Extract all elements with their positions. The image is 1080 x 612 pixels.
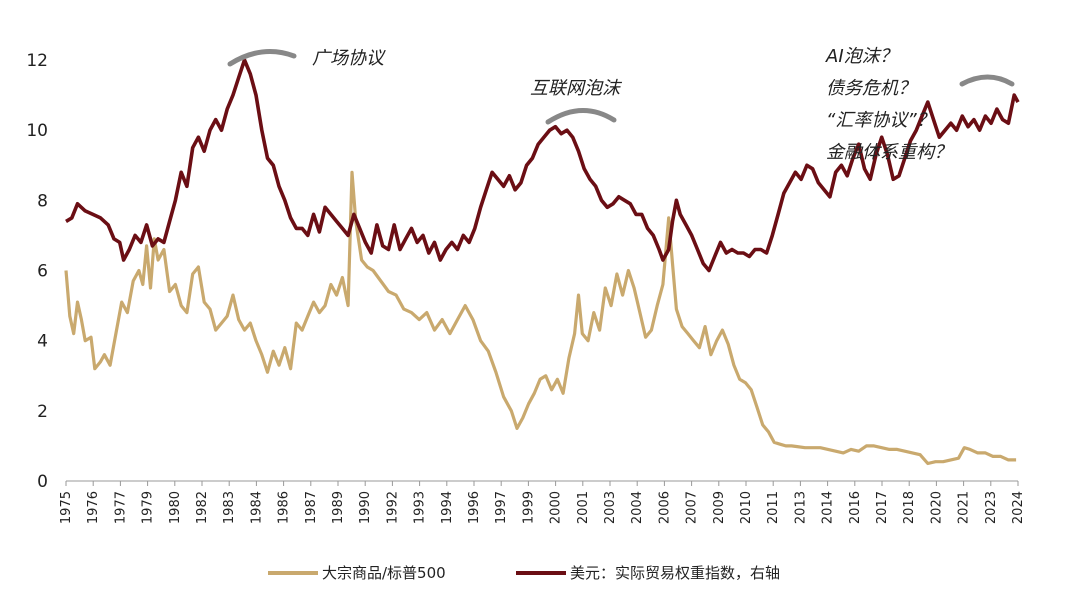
legend-label-usd: 美元：实际贸易权重指数，右轴	[570, 564, 780, 582]
y-tick-label: 6	[37, 262, 48, 282]
x-tick-label: 2021	[957, 491, 972, 524]
annotation-financial-reconstruction: 金融体系重构？	[826, 142, 952, 163]
x-tick-label: 2003	[603, 491, 618, 524]
x-tick-label: 1982	[195, 491, 210, 524]
x-tick-label: 1980	[168, 491, 183, 524]
peak-arc-plaza-accord	[227, 49, 297, 67]
y-tick-label: 10	[26, 121, 48, 141]
legend-label-commodities: 大宗商品/标普500	[322, 564, 446, 582]
x-tick-label: 1975	[59, 491, 74, 524]
x-tick-label: 2001	[576, 491, 591, 524]
x-tick-label: 1987	[304, 491, 319, 524]
x-tick-label: 2000	[549, 491, 564, 524]
y-tick-label: 4	[37, 332, 48, 352]
annotation-plaza-accord: 广场协议	[312, 48, 386, 69]
x-tick-label: 2023	[984, 491, 999, 524]
annotation-dotcom: 互联网泡沫	[530, 78, 623, 99]
x-tick-label: 2016	[848, 491, 863, 524]
y-axis-ticks: 0 2 4 6 8 10 12	[26, 51, 48, 492]
y-tick-label: 12	[26, 51, 48, 71]
x-tick-label: 2011	[766, 491, 781, 524]
x-tick-label: 1983	[222, 491, 237, 524]
peak-arc-dotcom	[545, 108, 617, 125]
x-tick-label: 1993	[413, 491, 428, 524]
x-tick-label: 1986	[277, 491, 292, 524]
y-tick-label: 8	[37, 191, 48, 211]
x-tick-label: 2007	[685, 491, 700, 524]
y-tick-label: 2	[37, 402, 48, 422]
annotation-ai-bubble: AI泡沫？	[825, 46, 898, 67]
annotation-debt-crisis: 债务危机？	[826, 78, 916, 99]
x-tick-label: 2004	[630, 491, 645, 524]
x-tick-label: 1977	[113, 491, 128, 524]
x-tick-label: 1989	[331, 491, 346, 524]
annotations: 广场协议 互联网泡沫 AI泡沫？ 债务危机？ “汇率协议”？ 金融体系重构？	[227, 46, 1015, 163]
x-tick-label: 2006	[657, 491, 672, 524]
x-tick-label: 2024	[1011, 491, 1026, 524]
series-commodities-sp500-line	[64, 170, 1017, 466]
x-tick-label: 2013	[793, 491, 808, 524]
x-tick-label: 2020	[929, 491, 944, 524]
y-tick-label: 0	[37, 472, 48, 492]
series-usd-index-line	[65, 58, 1020, 273]
x-tick-label: 2017	[875, 491, 890, 524]
x-tick-label: 1979	[141, 491, 156, 524]
x-tick-label: 1996	[467, 491, 482, 524]
peak-arc-current	[959, 74, 1015, 87]
x-tick-label: 1984	[249, 491, 264, 524]
x-axis: 1975 1976 1977 1979 1980 1982 1983 1984 1986 1987…	[59, 480, 1026, 524]
x-tick-label: 2009	[712, 491, 727, 524]
annotation-fx-accord: “汇率协议”？	[826, 110, 935, 131]
legend: 大宗商品/标普500 美元：实际贸易权重指数，右轴	[268, 564, 780, 582]
x-tick-label: 2014	[821, 491, 836, 524]
x-tick-label: 2018	[902, 491, 917, 524]
x-tick-label: 1976	[86, 491, 101, 524]
x-tick-label: 1990	[358, 491, 373, 524]
x-tick-label: 1992	[385, 491, 400, 524]
x-tick-label: 1999	[521, 491, 536, 524]
x-tick-label: 1997	[494, 491, 509, 524]
x-tick-label: 2010	[739, 491, 754, 524]
x-tick-label: 1994	[440, 491, 455, 524]
series-lines	[64, 58, 1020, 466]
